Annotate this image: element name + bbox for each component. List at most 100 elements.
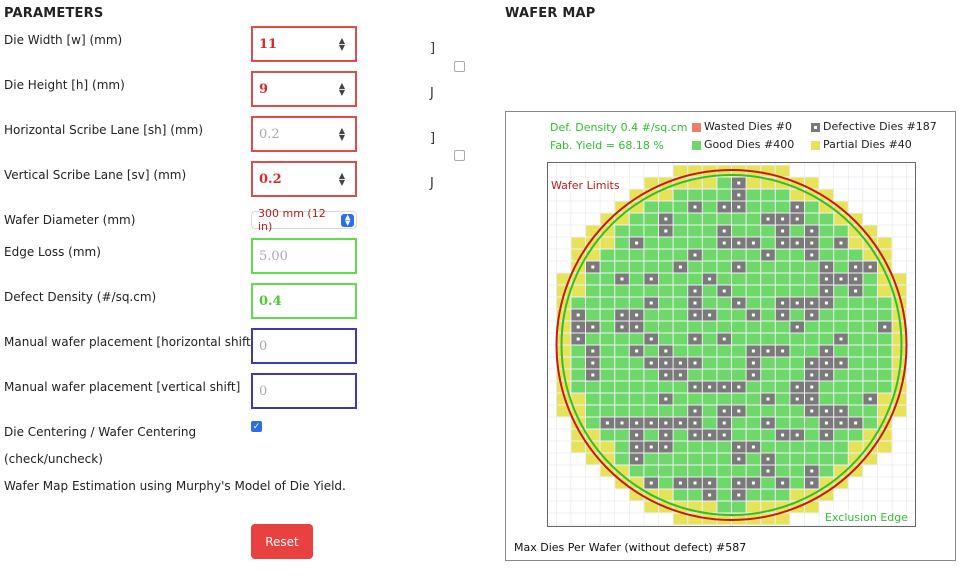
defect-dot [620, 325, 624, 329]
defect-dot [795, 205, 799, 209]
defect-dot [751, 349, 755, 353]
stepper-icon[interactable]: ▲ ▼ [338, 126, 346, 142]
die-cell [615, 333, 629, 345]
defect-dot [810, 469, 814, 473]
stepper-icon[interactable]: ▲ ▼ [338, 81, 346, 97]
die-cell [688, 225, 702, 237]
v-scribe-input[interactable]: 0.2 ▲ ▼ [251, 161, 357, 197]
die-cell [688, 465, 702, 477]
die-cell [834, 369, 848, 381]
die-cell [790, 453, 804, 465]
die-cell [848, 321, 863, 333]
defect-density-input[interactable]: 0.4 [251, 283, 357, 319]
die-cell [702, 345, 717, 357]
die-cell [863, 297, 877, 309]
defect-dot [722, 229, 726, 233]
die-cell [717, 273, 731, 285]
defect-dot [839, 337, 843, 341]
die-cell [790, 465, 804, 477]
die-cell [659, 249, 673, 261]
die-height-input[interactable]: 9 ▲ ▼ [251, 71, 357, 107]
defect-dot [635, 433, 639, 437]
defect-dot [854, 265, 858, 269]
die-cell [819, 213, 834, 225]
die-cell [834, 477, 848, 489]
die-cell [819, 477, 834, 489]
h-shift-input[interactable]: 0 [251, 328, 357, 364]
die-cell [790, 309, 804, 321]
die-cell [600, 465, 615, 477]
reset-button[interactable]: Reset [251, 524, 313, 559]
defect-dot [635, 457, 639, 461]
die-cell [746, 297, 761, 309]
defect-dot [824, 277, 828, 281]
die-cell [629, 357, 644, 369]
die-cell [775, 249, 790, 261]
die-cell [673, 225, 688, 237]
die-cell [688, 273, 702, 285]
wafer-map-title: WAFER MAP [505, 6, 596, 21]
die-cell [629, 285, 644, 297]
die-cell [863, 357, 877, 369]
wafer-map-canvas [547, 162, 916, 527]
die-cell [717, 177, 731, 189]
die-cell [659, 477, 673, 489]
defect-dot [693, 385, 697, 389]
wafer-map-svg [548, 163, 915, 526]
die-cell [600, 441, 615, 453]
edge-loss-input[interactable]: 5.00 [251, 238, 357, 274]
wafer-diameter-select[interactable]: 300 mm (12 in) ▲ ▼ [251, 207, 357, 233]
die-cell [688, 165, 702, 177]
lock-checkbox[interactable] [454, 150, 465, 161]
die-cell [717, 189, 731, 201]
defect-dot [824, 409, 828, 413]
die-cell [761, 285, 775, 297]
die-cell [805, 417, 819, 429]
die-cell [775, 201, 790, 213]
defect-dot [824, 421, 828, 425]
die-cell [892, 381, 907, 393]
die-cell [863, 453, 877, 465]
die-cell [834, 429, 848, 441]
defect-dot [693, 289, 697, 293]
die-cell [556, 393, 571, 405]
wafer-diameter-selected: 300 mm (12 in) [258, 207, 326, 233]
die-cell [615, 465, 629, 477]
die-cell [673, 273, 688, 285]
defect-dot [649, 301, 653, 305]
v-shift-input[interactable]: 0 [251, 373, 357, 409]
v-scribe-value: 0.2 [259, 171, 282, 187]
die-cell [746, 321, 761, 333]
defect-dot [795, 385, 799, 389]
die-cell [702, 405, 717, 417]
defect-dot [839, 421, 843, 425]
die-width-input[interactable]: 11 ▲ ▼ [251, 26, 357, 62]
centering-checkbox[interactable]: ✓ [251, 421, 262, 432]
edge-loss-label: Edge Loss (mm) [4, 245, 101, 259]
defect-density-label: Defect Density (#/sq.cm) [4, 290, 157, 304]
die-cell [717, 321, 731, 333]
defect-dot [737, 409, 741, 413]
die-cell [702, 417, 717, 429]
bracket-mark: J [430, 86, 434, 101]
defect-dot [854, 289, 858, 293]
die-cell [717, 453, 731, 465]
die-cell [761, 261, 775, 273]
h-scribe-input[interactable]: 0.2 ▲ ▼ [251, 116, 357, 152]
def-density-text: Def. Density 0.4 #/sq.cm [550, 121, 688, 134]
stepper-icon[interactable]: ▲ ▼ [338, 36, 346, 52]
stepper-icon[interactable]: ▲ ▼ [338, 171, 346, 187]
die-cell [863, 345, 877, 357]
defect-dot [649, 361, 653, 365]
die-cell [746, 405, 761, 417]
die-cell [805, 321, 819, 333]
die-cell [644, 381, 658, 393]
defect-dot [635, 349, 639, 353]
die-cell [834, 393, 848, 405]
die-cell [615, 393, 629, 405]
lock-checkbox[interactable] [454, 61, 465, 72]
die-cell [746, 393, 761, 405]
die-cell [775, 261, 790, 273]
die-cell [586, 249, 600, 261]
die-cell [702, 369, 717, 381]
